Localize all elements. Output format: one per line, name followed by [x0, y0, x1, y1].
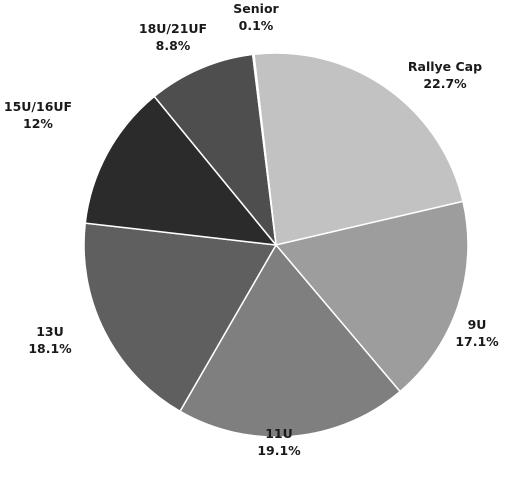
slice-label: 9U	[468, 317, 487, 332]
pie-slice-senior	[251, 53, 277, 246]
slice-value-label: 12%	[23, 116, 53, 131]
slice-label: 18U/21UF	[139, 21, 207, 36]
slice-label: 13U	[36, 324, 64, 339]
pie-slice-13u	[83, 222, 278, 413]
slice-value-label: 8.8%	[156, 38, 191, 53]
slice-value-label: 0.1%	[239, 18, 274, 33]
pie-slice-rallye-cap	[253, 52, 464, 246]
slice-value-label: 18.1%	[28, 341, 72, 356]
slice-label: Senior	[233, 1, 279, 16]
slice-value-label: 19.1%	[257, 443, 301, 458]
pie-slice-18u-21uf	[153, 53, 278, 248]
pie-slice-9u	[274, 200, 469, 393]
slice-label: 15U/16UF	[4, 99, 72, 114]
pie-slice-15u-16uf	[84, 95, 278, 246]
slice-label: Rallye Cap	[408, 59, 482, 74]
slice-value-label: 22.7%	[423, 76, 467, 91]
pie-labels: Rallye Cap 22.7% 9U 17.1% 11U 19.1% 13U 18.1% 15…	[4, 1, 499, 458]
slice-label: 11U	[265, 426, 293, 441]
pie-slices	[83, 52, 469, 438]
pie-slice-11u	[179, 243, 402, 438]
slice-value-label: 17.1%	[455, 334, 499, 349]
